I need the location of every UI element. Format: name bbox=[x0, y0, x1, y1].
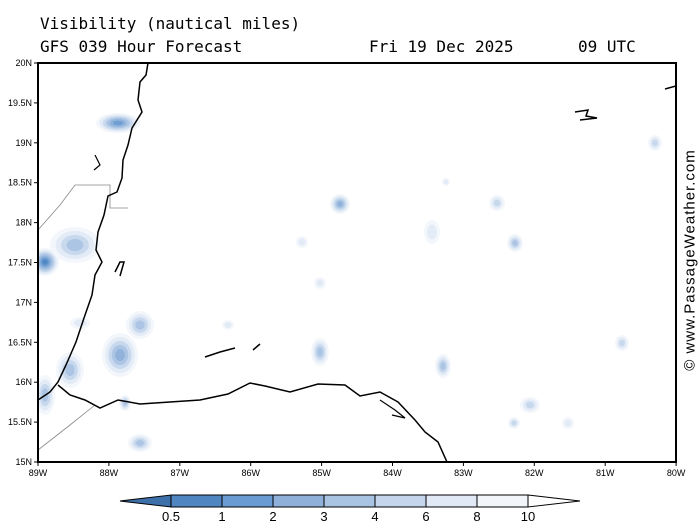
low-visibility-area bbox=[427, 224, 437, 240]
colorbar-label: 6 bbox=[422, 509, 429, 524]
low-visibility-area bbox=[440, 362, 446, 370]
colorbar-segment bbox=[374, 494, 427, 508]
low-visibility-area bbox=[525, 401, 535, 409]
lat-label: 18N bbox=[15, 218, 32, 228]
colorbar-label: 1 bbox=[218, 509, 225, 524]
lon-label: 86W bbox=[241, 468, 260, 478]
low-visibility-area bbox=[42, 259, 48, 265]
colorbar-segment bbox=[272, 494, 325, 508]
lon-label: 80W bbox=[667, 468, 686, 478]
colorbar-label: 3 bbox=[320, 509, 327, 524]
coastline bbox=[38, 63, 676, 462]
low-visibility-area bbox=[66, 239, 84, 251]
colorbar-segment bbox=[476, 494, 529, 508]
colorbar-max-arrow bbox=[527, 494, 581, 508]
lat-label: 15N bbox=[15, 457, 32, 467]
lat-label: 17N bbox=[15, 297, 32, 307]
lon-label: 81W bbox=[596, 468, 615, 478]
low-visibility-area bbox=[224, 322, 232, 328]
forecast-date: Fri 19 Dec 2025 bbox=[369, 37, 514, 56]
colorbar-label: 4 bbox=[371, 509, 378, 524]
colorbar-min-arrow bbox=[119, 494, 172, 508]
colorbar-label: 2 bbox=[269, 509, 276, 524]
lat-label: 16N bbox=[15, 377, 32, 387]
low-visibility-area bbox=[337, 201, 343, 207]
lon-label: 87W bbox=[171, 468, 190, 478]
low-visibility-area bbox=[65, 364, 75, 376]
colorbar-segment bbox=[425, 494, 478, 508]
low-visibility-area bbox=[512, 240, 518, 246]
border-line bbox=[38, 184, 128, 231]
low-visibility-area bbox=[652, 139, 658, 147]
lon-label: 82W bbox=[525, 468, 544, 478]
lat-label: 18.5N bbox=[8, 178, 32, 188]
lat-label: 16.5N bbox=[8, 337, 32, 347]
colorbar: 0.5 1 2 3 4 6 8 10 bbox=[119, 494, 581, 524]
colorbar-label: 0.5 bbox=[162, 509, 180, 524]
low-visibility-area bbox=[564, 419, 572, 427]
colorbar-label: 8 bbox=[473, 509, 480, 524]
colorbar-segment bbox=[323, 494, 376, 508]
lon-label: 88W bbox=[100, 468, 119, 478]
low-visibility-area bbox=[443, 179, 449, 185]
lon-label: 89W bbox=[29, 468, 48, 478]
low-visibility-area bbox=[619, 339, 625, 347]
lat-label: 15.5N bbox=[8, 417, 32, 427]
low-visibility-area bbox=[493, 199, 501, 207]
lon-label: 84W bbox=[383, 468, 402, 478]
lat-label: 17.5N bbox=[8, 258, 32, 268]
low-visibility-area bbox=[115, 349, 125, 361]
forecast-time: 09 UTC bbox=[578, 37, 636, 56]
colorbar-segment bbox=[221, 494, 274, 508]
colorbar-segment bbox=[170, 494, 223, 508]
low-visibility-area bbox=[136, 440, 144, 446]
lat-label: 19.5N bbox=[8, 98, 32, 108]
lat-label: 20N bbox=[15, 58, 32, 68]
low-visibility-area bbox=[298, 238, 306, 246]
forecast-label: GFS 039 Hour Forecast bbox=[40, 37, 243, 56]
low-visibility-area bbox=[511, 420, 517, 426]
low-visibility-area bbox=[316, 279, 324, 287]
lat-label: 19N bbox=[15, 138, 32, 148]
lon-label: 85W bbox=[312, 468, 331, 478]
low-visibility-area bbox=[317, 347, 323, 357]
low-visibility-area bbox=[135, 320, 145, 330]
colorbar-label: 10 bbox=[521, 509, 535, 524]
chart-title: Visibility (nautical miles) bbox=[40, 14, 301, 33]
lon-label: 83W bbox=[454, 468, 473, 478]
low-visibility-area bbox=[74, 319, 86, 327]
low-visibility-area bbox=[112, 120, 124, 126]
border-line bbox=[38, 404, 96, 451]
